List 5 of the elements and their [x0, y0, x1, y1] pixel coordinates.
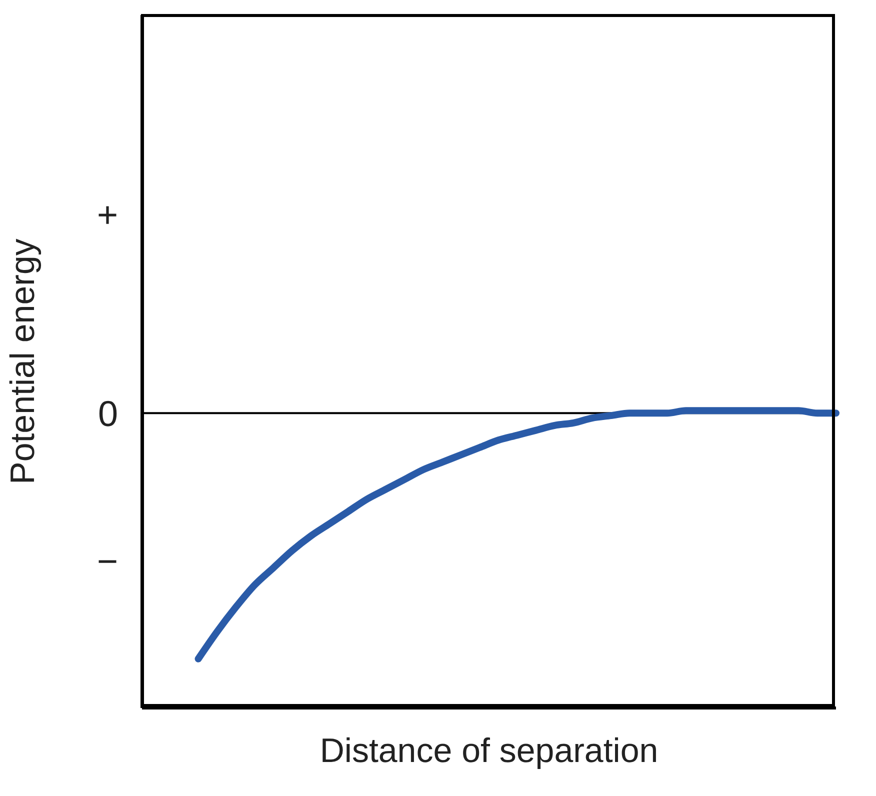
- y-axis-title: Potential energy: [4, 238, 42, 484]
- x-axis-title: Distance of separation: [318, 732, 660, 771]
- text: +: [96, 194, 118, 235]
- text: 0: [98, 392, 118, 434]
- text: −: [96, 540, 118, 582]
